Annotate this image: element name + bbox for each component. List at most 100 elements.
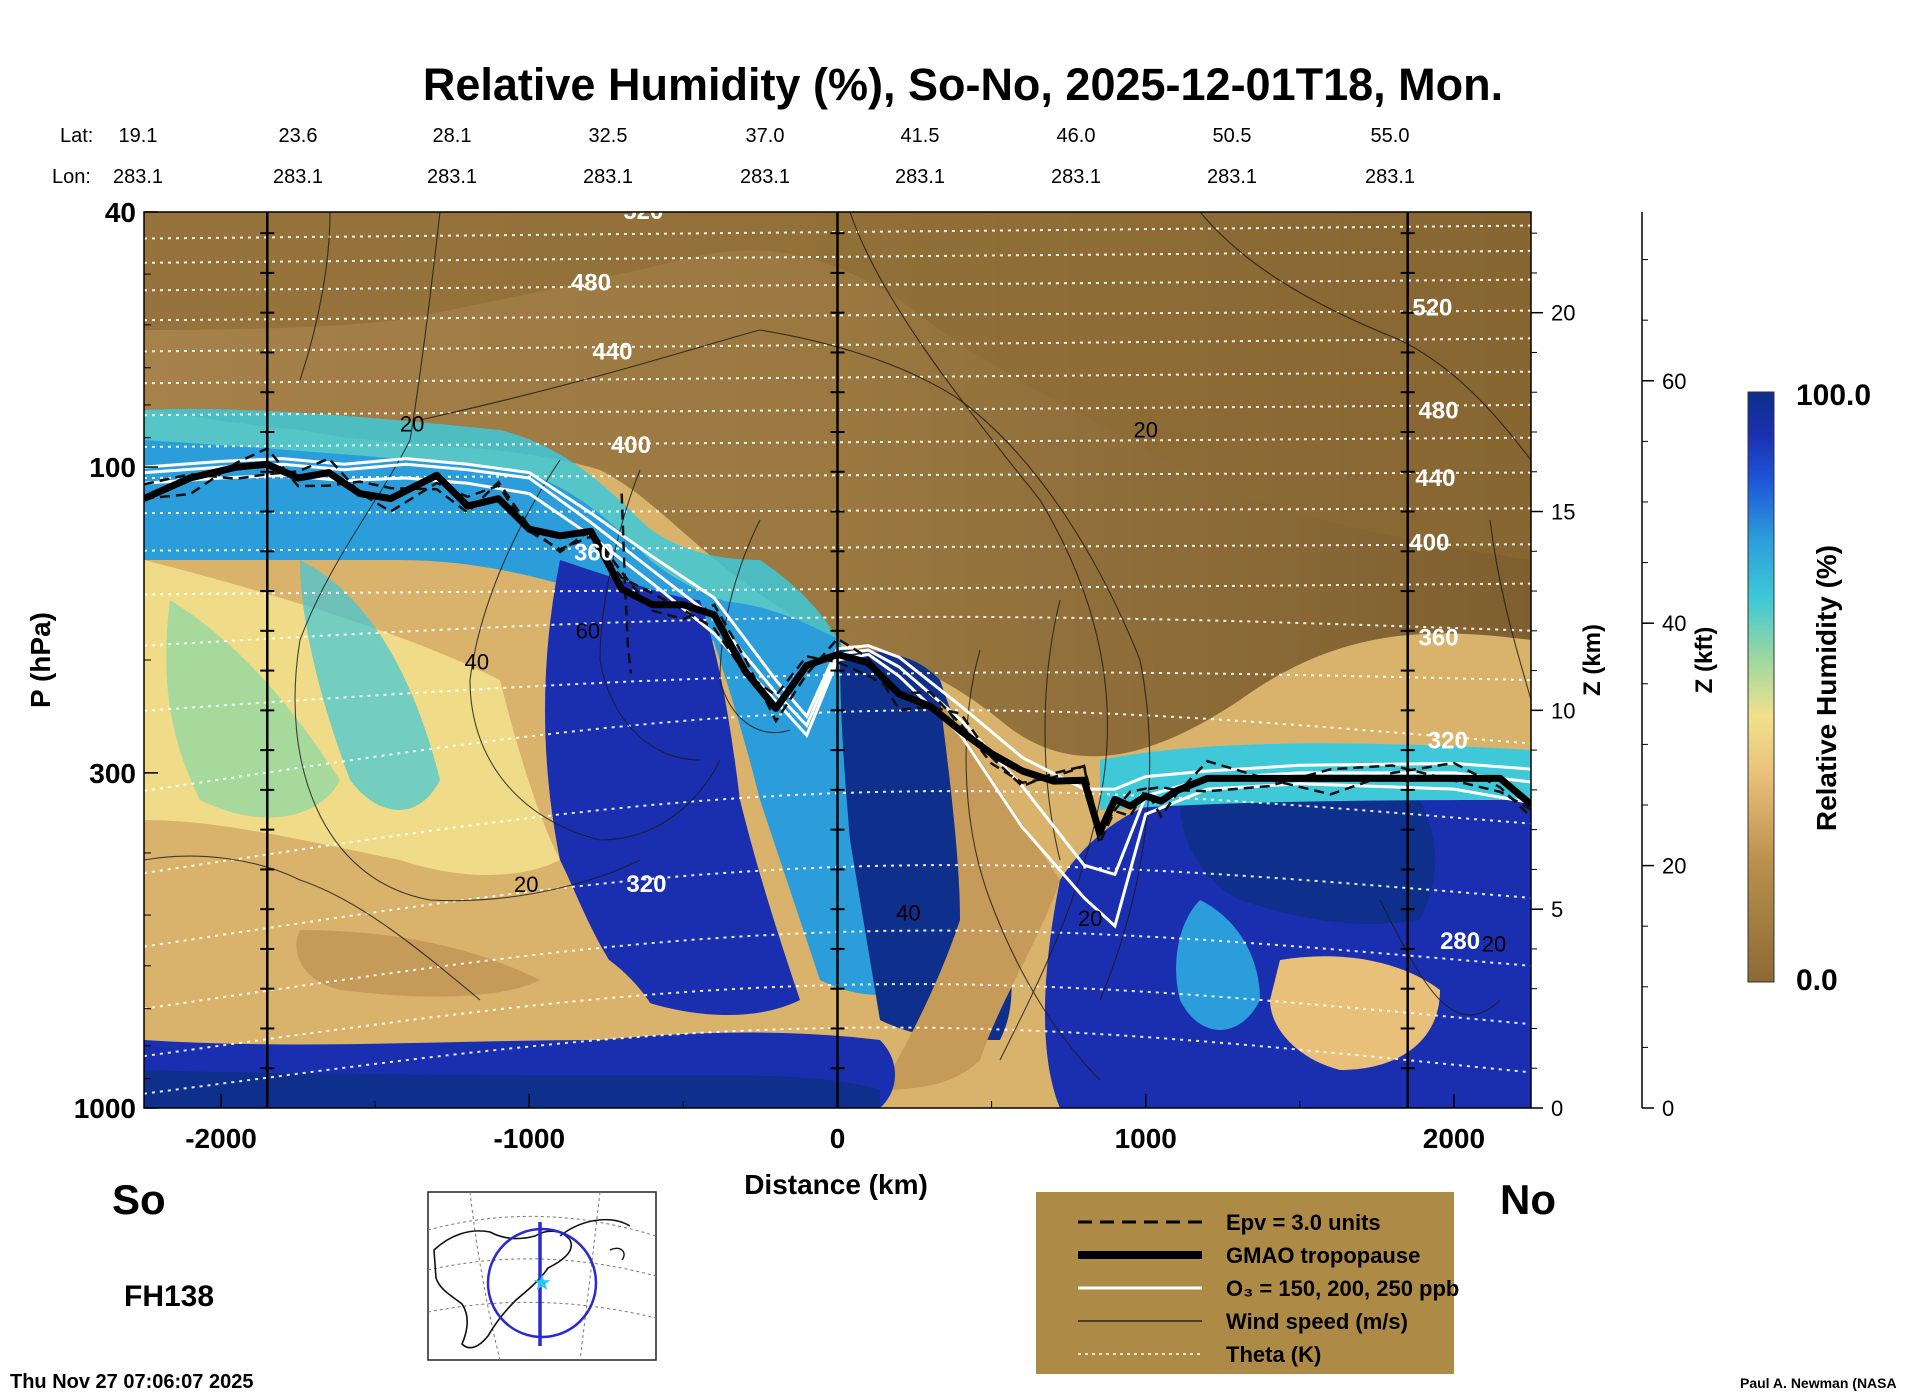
wind-line — [469, 459, 721, 841]
wind-line — [1489, 519, 1531, 701]
forecast-hour: FH138 — [124, 1280, 214, 1313]
legend-item-label: GMAO tropopause — [1226, 1243, 1420, 1268]
wind-label: 20 — [514, 872, 538, 897]
theta-label: 440 — [592, 339, 632, 366]
wind-label: 20 — [1078, 906, 1102, 931]
wind-line — [144, 855, 481, 1001]
inset-map: ★ — [427, 1191, 657, 1361]
x-axis: -2000 -1000 0 1000 2000 — [185, 1094, 1485, 1154]
dry-core-lower-left — [296, 930, 540, 997]
legend-item-label: Wind speed (m/s) — [1226, 1309, 1408, 1334]
legend: Epv = 3.0 units GMAO tropopause O₃ = 150, … — [1036, 1192, 1459, 1374]
wind-label: 40 — [896, 901, 920, 926]
profile-lines — [260, 212, 1415, 1108]
lat-value: 41.5 — [901, 125, 940, 147]
wind-label: 60 — [576, 618, 600, 643]
lat-value: 50.5 — [1213, 125, 1252, 147]
lon-value: 283.1 — [1207, 166, 1257, 188]
dry-wedge — [880, 700, 1060, 1090]
left-end-label: So — [112, 1176, 166, 1223]
ozone-contour-line — [144, 457, 1531, 791]
theta-label: 480 — [1419, 398, 1459, 425]
theta-label: 360 — [574, 540, 614, 567]
wind-label: 20 — [1133, 418, 1157, 443]
lat-lon-header: 19.1 23.6 28.1 32.5 37.0 41.5 46.0 50.5 55.0 283.… — [113, 125, 1415, 188]
lon-value: 283.1 — [1365, 166, 1415, 188]
right-end-label: No — [1500, 1176, 1556, 1223]
y-tick-label: 40 — [105, 197, 136, 228]
epv-contour-line — [620, 493, 633, 674]
wind-label: 40 — [465, 650, 489, 675]
theta-label: 400 — [1409, 530, 1449, 557]
colorbar-min-label: 0.0 — [1796, 964, 1838, 997]
lat-value: 55.0 — [1371, 125, 1410, 147]
theta-label: 400 — [611, 432, 651, 459]
theta-label: 320 — [1428, 728, 1468, 755]
y-tick-label: 100 — [89, 452, 136, 483]
y-axis-label: P (hPa) — [25, 612, 56, 708]
y-tick-label: 300 — [89, 758, 136, 789]
lon-value: 283.1 — [273, 166, 323, 188]
contour-labels: 5204804404003603205204804404003603202802… — [400, 198, 1506, 957]
driest-layer — [144, 212, 1531, 560]
wind-line — [299, 212, 331, 381]
chart-title: Relative Humidity (%), So-No, 2025-12-01… — [423, 59, 1503, 110]
lon-value: 283.1 — [1051, 166, 1101, 188]
saturated-column-left — [545, 560, 800, 1015]
theta-label: 280 — [1440, 928, 1480, 955]
map-range-circle — [486, 1227, 598, 1339]
lon-value: 283.1 — [113, 166, 163, 188]
wind-label: 20 — [1482, 932, 1506, 957]
z-km-axis: 0 5 10 15 20 — [1531, 232, 1575, 1121]
z-km-tick-label: 5 — [1551, 897, 1563, 922]
lat-value: 23.6 — [279, 125, 318, 147]
wind-line — [599, 469, 701, 761]
z-km-tick-label: 20 — [1551, 301, 1575, 326]
dry-patch-right — [1270, 956, 1440, 1070]
boundary-layer-left-core — [144, 1070, 880, 1108]
x-axis-label: Distance (km) — [744, 1169, 928, 1200]
colorbar-max-label: 100.0 — [1796, 379, 1871, 412]
legend-item-label: Theta (K) — [1226, 1342, 1321, 1367]
wind-line — [719, 519, 791, 734]
wind-contours — [144, 212, 1531, 1081]
theta-label: 520 — [623, 198, 663, 225]
z-kft-tick-label: 0 — [1662, 1096, 1674, 1121]
legend-item-label: Epv = 3.0 units — [1226, 1210, 1381, 1235]
wind-line — [965, 649, 1101, 1081]
colorbar — [1747, 391, 1775, 983]
wind-line — [849, 212, 1108, 1061]
wind-line — [1199, 212, 1531, 461]
z-km-axis-label: Z (km) — [1579, 624, 1606, 696]
lat-label: Lat: — [60, 125, 93, 147]
wind-line — [1044, 599, 1061, 861]
lat-value: 32.5 — [589, 125, 628, 147]
z-kft-tick-label: 20 — [1662, 854, 1686, 879]
ozone-contour-line — [144, 462, 1531, 877]
y-axis: 40 100 300 1000 — [74, 197, 158, 1124]
map-center-star-icon: ★ — [532, 1270, 552, 1295]
x-tick-label: -1000 — [493, 1123, 565, 1154]
theta-label: 440 — [1415, 465, 1455, 492]
z-kft-tick-label: 40 — [1662, 611, 1686, 636]
y-tick-label: 1000 — [74, 1093, 136, 1124]
wind-line — [419, 329, 1151, 1001]
ozone-contours — [144, 457, 1531, 929]
theta-label: 360 — [1419, 625, 1459, 652]
theta-label: 480 — [571, 269, 611, 296]
legend-item-label: O₃ = 150, 200, 250 ppb — [1226, 1276, 1459, 1301]
lon-value: 283.1 — [740, 166, 790, 188]
moist-patch-right — [1176, 900, 1260, 1030]
z-kft-axis-label: Z (kft) — [1691, 627, 1718, 694]
lon-value: 283.1 — [427, 166, 477, 188]
z-km-tick-label: 15 — [1551, 500, 1575, 525]
x-tick-label: -2000 — [185, 1123, 257, 1154]
lon-label: Lon: — [52, 166, 91, 188]
z-km-tick-label: 0 — [1551, 1096, 1563, 1121]
wind-line — [1379, 899, 1501, 1016]
theta-label: 320 — [626, 871, 666, 898]
ozone-contour-line — [144, 473, 1531, 929]
lon-value: 283.1 — [895, 166, 945, 188]
z-kft-axis: 0 20 40 60 — [1641, 212, 1686, 1121]
